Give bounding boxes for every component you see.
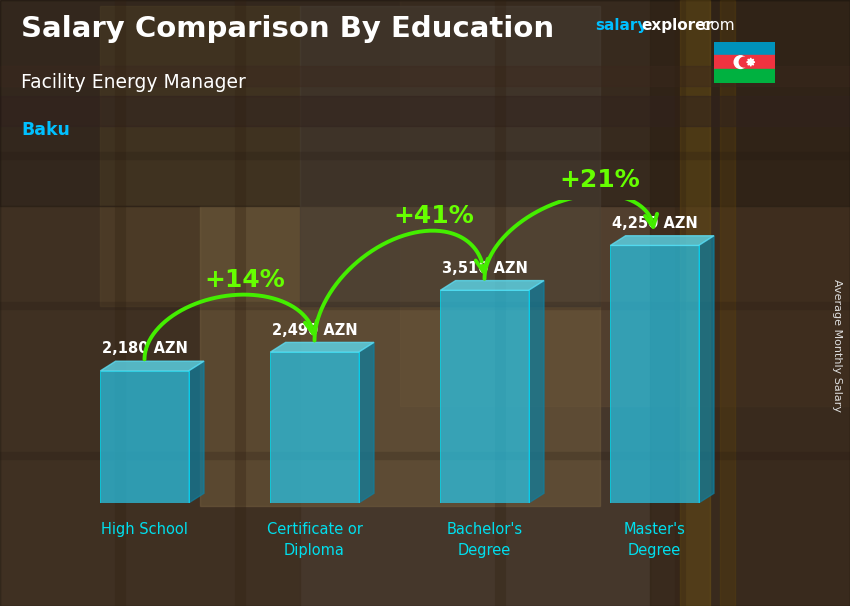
Text: salary: salary (595, 18, 648, 33)
Circle shape (734, 56, 747, 68)
Bar (0, 0, 850, 206)
Bar (270, 352, 359, 503)
Text: 3,510 AZN: 3,510 AZN (441, 261, 528, 276)
Text: .com: .com (697, 18, 734, 33)
Text: 4,250 AZN: 4,250 AZN (612, 216, 697, 231)
Text: +21%: +21% (560, 168, 641, 192)
Bar (714, 55, 775, 69)
Bar (680, 0, 710, 606)
Text: +14%: +14% (204, 268, 285, 292)
Polygon shape (440, 281, 544, 290)
Bar (100, 6, 300, 306)
Polygon shape (270, 342, 374, 352)
Text: Salary Comparison By Education: Salary Comparison By Education (21, 15, 554, 43)
Bar (300, 6, 600, 306)
Polygon shape (359, 342, 374, 503)
Circle shape (740, 57, 749, 67)
Bar (440, 290, 529, 503)
Text: explorer: explorer (641, 18, 713, 33)
Text: Facility Energy Manager: Facility Energy Manager (21, 73, 246, 92)
Polygon shape (189, 361, 204, 503)
Bar (610, 245, 699, 503)
Bar (100, 371, 189, 503)
Polygon shape (529, 281, 544, 503)
Polygon shape (699, 236, 714, 503)
Text: +41%: +41% (393, 204, 473, 228)
Bar (200, 206, 600, 506)
Text: 2,490 AZN: 2,490 AZN (272, 322, 357, 338)
Polygon shape (746, 58, 755, 66)
Bar (0, 206, 300, 606)
Bar (0, 96, 850, 126)
Bar (650, 0, 850, 606)
Polygon shape (610, 236, 714, 245)
Bar (0, 66, 850, 86)
Text: Baku: Baku (21, 121, 70, 139)
Bar (720, 0, 735, 606)
Bar (714, 69, 775, 82)
Text: Average Monthly Salary: Average Monthly Salary (832, 279, 842, 412)
Text: 2,180 AZN: 2,180 AZN (101, 341, 188, 356)
Polygon shape (100, 361, 204, 371)
Bar (714, 42, 775, 55)
Bar (400, 0, 850, 406)
